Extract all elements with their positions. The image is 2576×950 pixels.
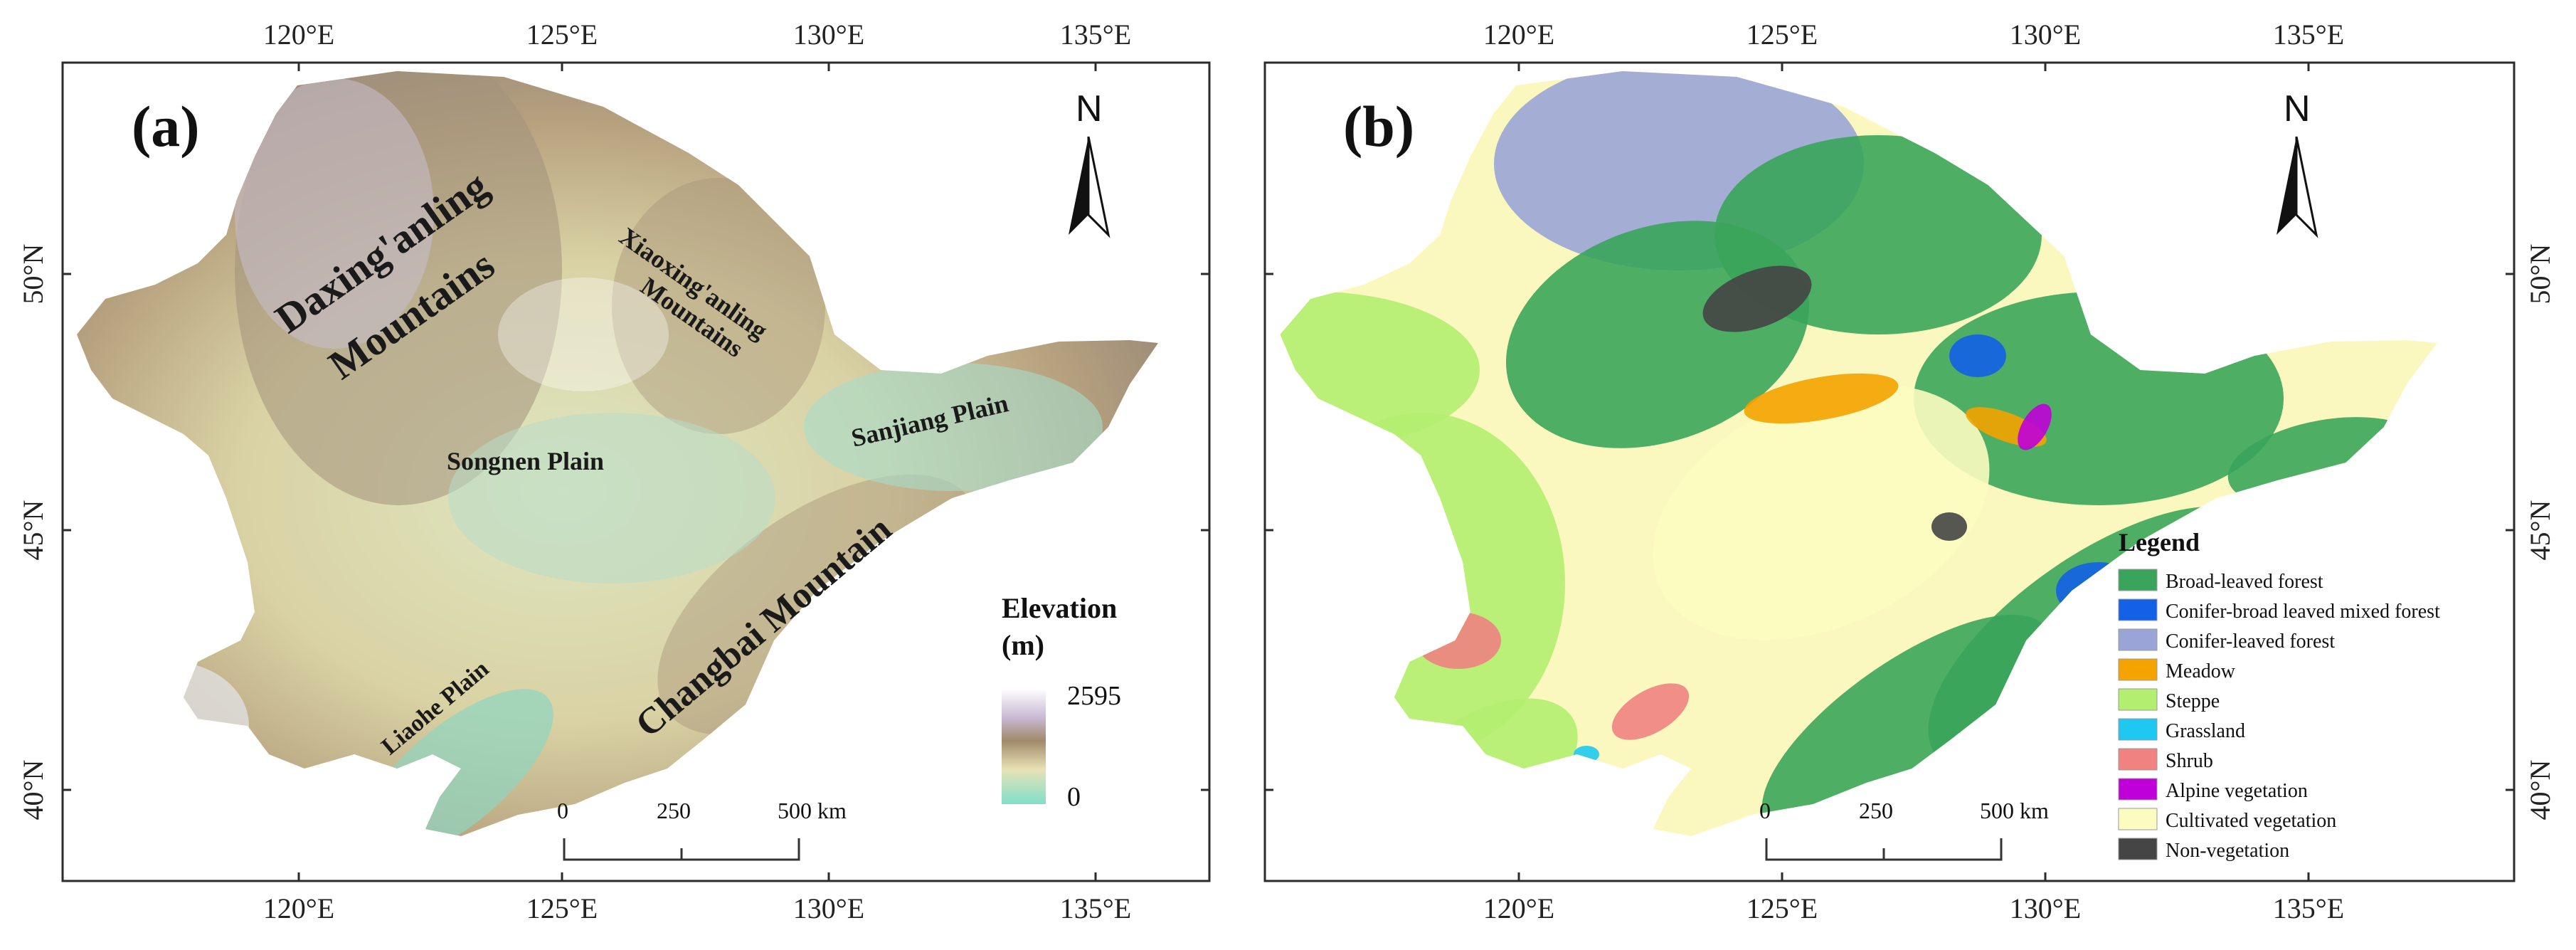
lat-label: 40°N <box>17 760 49 820</box>
vegetation-patch <box>1744 373 1899 424</box>
elevation-colorbar <box>1002 689 1046 804</box>
north-arrow-icon-b <box>2276 137 2296 235</box>
legend-label: Grassland <box>2166 720 2245 742</box>
lon-label-bottom: 125°E <box>526 892 598 924</box>
scale-label-500: 500 km <box>778 798 847 823</box>
vegetation-patch <box>1931 512 1967 541</box>
lon-label-top: 120°E <box>1483 19 1554 51</box>
north-label-b: N <box>2284 88 2311 130</box>
vegetation-legend: Legend Broad-leaved forest Conifer-broad … <box>2118 528 2440 862</box>
lon-label-bottom: 135°E <box>2273 892 2344 924</box>
scale-bar-b: 0 250 500 km <box>1759 798 2049 861</box>
terrain-shading <box>92 71 1103 836</box>
elevation-map <box>77 71 1158 836</box>
lon-label-top: 130°E <box>793 19 864 51</box>
lon-label-top: 135°E <box>2273 19 2344 51</box>
elevation-legend: Elevation (m) 2595 0 <box>1002 592 1121 812</box>
panel-b-tag: (b) <box>1343 94 1414 159</box>
lon-label-top: 125°E <box>526 19 598 51</box>
legend-swatch <box>2118 808 2158 830</box>
scale-b-label-250: 250 <box>1859 798 1893 823</box>
vegetation-patch <box>2018 403 2052 450</box>
panel-b-axes: 120°E 120°E 125°E 125°E 130°E 130°E 135°E 135°E… <box>1265 19 2556 924</box>
legend-label: Cultivated vegetation <box>2166 810 2336 832</box>
vegetation-patch <box>1949 334 2006 377</box>
legend-label: Conifer-broad leaved mixed forest <box>2166 601 2440 623</box>
scale-b-label-0: 0 <box>1759 798 1771 823</box>
lon-label-top: 130°E <box>2010 19 2081 51</box>
lat-label: 45°N <box>2524 500 2556 561</box>
lon-label-top: 125°E <box>1747 19 1818 51</box>
scale-label-0: 0 <box>557 798 568 823</box>
legend-swatch <box>2118 718 2158 741</box>
north-arrow-icon <box>1069 137 1088 235</box>
legend-label: Steppe <box>2166 690 2220 712</box>
vegetation-patch <box>1611 683 1690 740</box>
elevation-max-label: 2595 <box>1067 681 1121 711</box>
scale-label-250: 250 <box>657 798 691 823</box>
panel-a-axes: 120°E 120°E 125°E 125°E 130°E 130°E 135°E 135°E… <box>17 19 1209 924</box>
lon-label-bottom: 120°E <box>263 892 334 924</box>
vegetation-patch <box>1653 384 1990 640</box>
lon-label-top: 120°E <box>263 19 334 51</box>
elevation-min-label: 0 <box>1067 782 1081 812</box>
lat-label: 40°N <box>2524 760 2556 820</box>
elevation-legend-title: Elevation <box>1002 592 1117 624</box>
panel-a-tag: (a) <box>132 94 200 159</box>
legend-swatch <box>2118 748 2158 771</box>
lon-label-bottom: 130°E <box>2010 892 2081 924</box>
panel-a: 120°E 120°E 125°E 125°E 130°E 130°E 135°E 135°E… <box>17 19 1211 924</box>
lon-label-bottom: 130°E <box>793 892 864 924</box>
legend-swatch <box>2118 628 2158 651</box>
lon-label-bottom: 135°E <box>1060 892 1131 924</box>
vegetation-patch <box>1702 265 1812 332</box>
legend-swatch <box>2118 838 2158 860</box>
lon-label-bottom: 125°E <box>1747 892 1818 924</box>
legend-label: Conifer-leaved forest <box>2166 630 2335 653</box>
north-arrow-b: N <box>2276 88 2318 238</box>
north-arrow: N <box>1069 88 1111 238</box>
scale-bar: 0 250 500 km <box>557 798 847 861</box>
legend-label: Shrub <box>2166 750 2213 772</box>
vegetation-patch <box>1280 292 1480 448</box>
lat-label: 50°N <box>2524 244 2556 305</box>
north-label: N <box>1076 88 1103 130</box>
legend-label: Alpine vegetation <box>2166 780 2308 802</box>
vegetation-patch <box>1761 614 2052 836</box>
legend-swatch <box>2118 688 2158 711</box>
lat-label: 50°N <box>17 244 49 305</box>
legend-swatch <box>2118 598 2158 621</box>
legend-label: Meadow <box>2166 660 2236 682</box>
lon-label-bottom: 120°E <box>1483 892 1554 924</box>
legend-swatch <box>2118 778 2158 801</box>
panel-b: 120°E 120°E 125°E 125°E 130°E 130°E 135°E 135°E… <box>1263 19 2556 924</box>
label-songnen-plain: Songnen Plain <box>447 447 604 475</box>
legend-swatch <box>2118 658 2158 681</box>
lon-label-top: 135°E <box>1060 19 1131 51</box>
scale-b-label-500: 500 km <box>1980 798 2049 823</box>
vegetation-legend-title: Legend <box>2119 528 2200 556</box>
legend-swatch <box>2118 569 2158 591</box>
elevation-legend-unit: (m) <box>1002 629 1044 661</box>
legend-label: Broad-leaved forest <box>2166 571 2323 593</box>
legend-label: Non-vegetation <box>2166 840 2289 862</box>
lat-label: 45°N <box>17 500 49 561</box>
